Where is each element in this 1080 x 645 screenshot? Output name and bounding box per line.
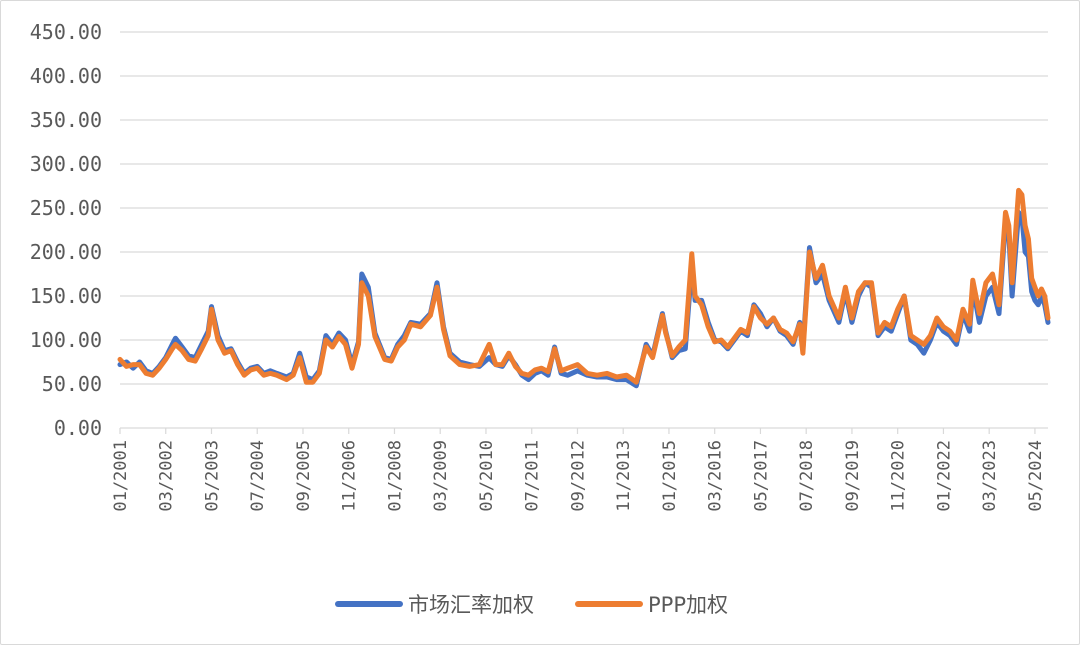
y-tick-label: 200.00 bbox=[30, 240, 102, 264]
y-axis-tick-labels: 0.00 50.00 100.00 150.00 200.00 250.00 300.00 3… bbox=[30, 20, 102, 440]
x-tick-label: 03/2009 bbox=[431, 440, 451, 512]
y-tick-label: 0.00 bbox=[54, 416, 102, 440]
x-tick-label: 03/2016 bbox=[706, 440, 726, 512]
y-tick-label: 150.00 bbox=[30, 284, 102, 308]
x-tick-label: 07/2011 bbox=[523, 440, 543, 512]
y-tick-label: 100.00 bbox=[30, 328, 102, 352]
y-tick-label: 300.00 bbox=[30, 152, 102, 176]
y-tick-label: 50.00 bbox=[42, 372, 102, 396]
x-tick-label: 07/2018 bbox=[797, 440, 817, 512]
y-tick-label: 350.00 bbox=[30, 108, 102, 132]
x-tick-label: 01/2001 bbox=[111, 440, 131, 512]
x-tick-label: 01/2015 bbox=[660, 440, 680, 512]
x-tick-label: 11/2006 bbox=[340, 440, 360, 512]
y-tick-label: 450.00 bbox=[30, 20, 102, 44]
x-tick-label: 03/2023 bbox=[980, 440, 1000, 512]
x-axis-tick-labels: 01/2001 03/2002 05/2003 07/2004 09/2005 11/20… bbox=[111, 428, 1046, 512]
x-tick-label: 09/2012 bbox=[568, 440, 588, 512]
y-tick-label: 250.00 bbox=[30, 196, 102, 220]
gridlines bbox=[120, 31, 1048, 429]
x-tick-label: 03/2002 bbox=[157, 440, 177, 512]
x-tick-label: 01/2022 bbox=[934, 440, 954, 512]
legend: 市场汇率加权 PPP加权 bbox=[335, 593, 728, 617]
series-line-market-rate bbox=[117, 209, 1051, 389]
series-line-ppp bbox=[117, 187, 1051, 385]
x-tick-label: 11/2013 bbox=[614, 440, 634, 512]
x-tick-label: 05/2010 bbox=[477, 440, 497, 512]
legend-label-market-rate: 市场汇率加权 bbox=[408, 593, 534, 617]
x-tick-label: 01/2008 bbox=[385, 440, 405, 512]
x-tick-label: 05/2017 bbox=[751, 440, 771, 512]
x-tick-label: 11/2020 bbox=[889, 440, 909, 512]
x-tick-label: 09/2019 bbox=[843, 440, 863, 512]
x-tick-label: 09/2005 bbox=[294, 440, 314, 512]
legend-label-ppp: PPP加权 bbox=[648, 593, 728, 617]
x-tick-label: 07/2004 bbox=[248, 440, 268, 512]
y-tick-label: 400.00 bbox=[30, 64, 102, 88]
x-tick-label: 05/2003 bbox=[202, 440, 222, 512]
series-lines bbox=[117, 187, 1051, 389]
x-tick-label: 05/2024 bbox=[1026, 440, 1046, 512]
